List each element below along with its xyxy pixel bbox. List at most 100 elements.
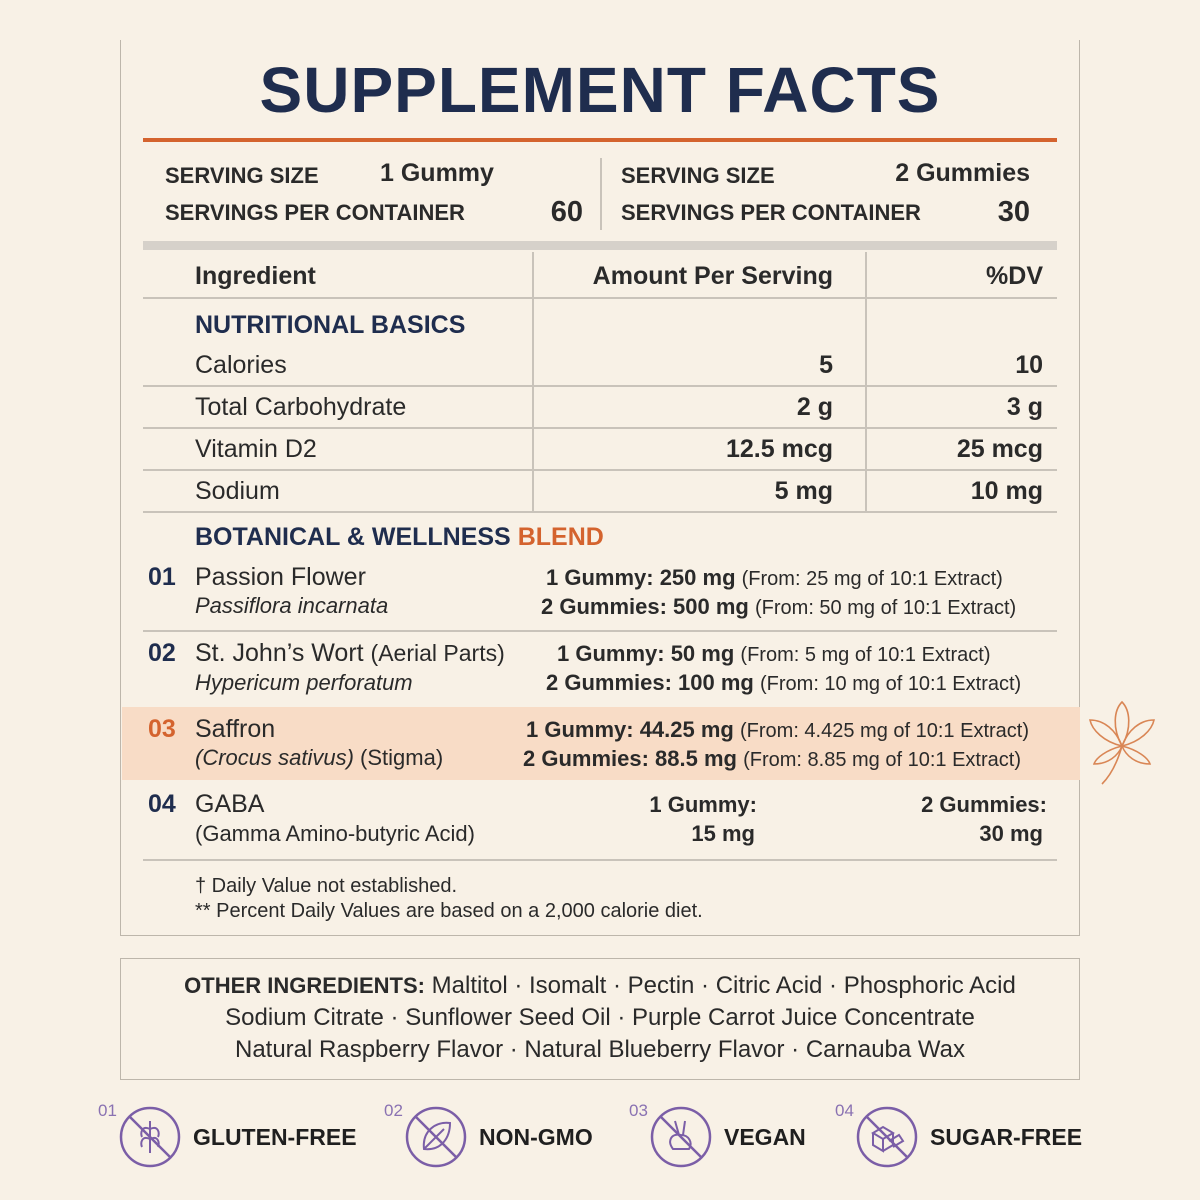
nutrient-name: Calories	[195, 351, 287, 379]
item-name: GABA	[195, 790, 265, 818]
item-name: St. John’s Wort (Aerial Parts)	[195, 638, 505, 668]
badge-icon	[649, 1105, 713, 1169]
icon	[405, 1106, 467, 1168]
item-sub: (Gamma Amino-butyric Acid)	[195, 821, 475, 846]
item-number: 01	[148, 563, 176, 591]
dose-line: 1 Gummy: 250 mg (From: 25 mg of 10:1 Ext…	[546, 563, 1003, 594]
other-line: Natural Raspberry Flavor · Natural Blueb…	[234, 1036, 966, 1063]
row-rule	[143, 511, 1057, 513]
nutrient-amount: 2 g	[796, 393, 833, 421]
nutrient-name: Sodium	[195, 477, 280, 505]
dose: 1 Gummy: 44.25 mg	[526, 717, 734, 742]
heading-accent: BLEND	[517, 523, 604, 551]
dose: 2 Gummies: 100 mg	[546, 670, 754, 695]
serving-size-label: SERVING SIZE	[165, 163, 319, 188]
badge-number: 02	[384, 1101, 403, 1120]
dose: 1 Gummy: 250 mg	[546, 565, 736, 590]
nutrient-amount: 5	[819, 351, 833, 379]
nutrient-amount: 12.5 mcg	[725, 435, 833, 463]
dose: 1 Gummy: 50 mg	[557, 641, 735, 666]
other-line: Sodium Citrate · Sunflower Seed Oil · Pu…	[225, 1004, 975, 1031]
row-rule	[143, 469, 1057, 471]
servings-per-label: SERVINGS PER CONTAINER	[621, 200, 921, 225]
other-line: OTHER INGREDIENTS: Maltitol · Isomalt · …	[120, 971, 1080, 1001]
dv: 2 Gummies:	[921, 792, 1047, 817]
saffron-icon	[1089, 700, 1155, 785]
dose-source: (From: 8.85 mg of 10:1 Extract)	[743, 749, 1021, 771]
nutrient-amount: 5 mg	[774, 477, 833, 505]
icon	[650, 1106, 712, 1168]
row-rule	[143, 859, 1057, 861]
latin-note: (Stigma)	[360, 745, 444, 770]
row-rule	[143, 297, 1057, 299]
serving-size: 2 Gummies	[895, 159, 1030, 187]
highlight-band	[122, 707, 1080, 780]
item-name: Saffron	[195, 715, 276, 743]
dose-source: (From: 10 mg of 10:1 Extract)	[760, 673, 1022, 695]
latin: (Crocus sativus)	[195, 745, 354, 770]
icon	[856, 1106, 918, 1168]
item-name: Passion Flower	[195, 563, 366, 591]
item-number: 03	[148, 715, 176, 743]
footnote: ** Percent Daily Values are based on a 2…	[195, 900, 703, 922]
nutrient-name: Vitamin D2	[195, 435, 317, 463]
nutrient-dv: 3 g	[1006, 393, 1043, 421]
row-rule	[143, 630, 1057, 632]
other-label: OTHER INGREDIENTS:	[184, 973, 425, 998]
title-rule	[143, 138, 1057, 142]
item-number: 04	[148, 790, 176, 818]
name-note: (Aerial Parts)	[370, 640, 505, 666]
servings-per: 30	[997, 196, 1030, 228]
dose: 2 Gummies: 500 mg	[541, 594, 749, 619]
heading-text: BOTANICAL & WELLNESS	[195, 523, 511, 551]
badge-label: GLUTEN-FREE	[193, 1124, 357, 1150]
row-rule	[143, 385, 1057, 387]
other-box	[120, 958, 1080, 1080]
item-latin: Hypericum perforatum	[195, 670, 413, 695]
dose-source: (From: 50 mg of 10:1 Extract)	[755, 597, 1017, 619]
badge-label: SUGAR-FREE	[930, 1124, 1083, 1150]
dose-line: 1 Gummy: 50 mg (From: 5 mg of 10:1 Extra…	[557, 639, 990, 670]
other-text: Maltitol · Isomalt · Pectin · Citric Aci…	[431, 972, 1016, 999]
item-latin: (Crocus sativus) (Stigma)	[195, 743, 443, 773]
item-number: 02	[148, 639, 176, 667]
item-latin: Passiflora incarnata	[195, 593, 389, 618]
row-rule	[143, 427, 1057, 429]
dose-line: 2 Gummies: 100 mg (From: 10 mg of 10:1 E…	[546, 668, 1021, 699]
icon	[119, 1106, 181, 1168]
header-ingredient: Ingredient	[195, 262, 316, 290]
serving-size-label: SERVING SIZE	[621, 163, 775, 188]
servings-per-label: SERVINGS PER CONTAINER	[165, 200, 465, 225]
serving-size: 1 Gummy	[380, 159, 494, 187]
dose-source: (From: 25 mg of 10:1 Extract)	[741, 568, 1003, 590]
badge-label: NON-GMO	[479, 1124, 593, 1150]
badge-number: 03	[629, 1101, 648, 1120]
title: SUPPLEMENT FACTS	[259, 54, 941, 126]
dose-line: 2 Gummies: 500 mg (From: 50 mg of 10:1 E…	[541, 592, 1016, 623]
badge-number: 04	[835, 1101, 854, 1120]
dv: 30 mg	[979, 821, 1043, 846]
badge-icon	[404, 1105, 468, 1169]
col-divider	[865, 252, 867, 512]
dose: 2 Gummies: 88.5 mg	[523, 746, 737, 771]
dose-line: 2 Gummies: 88.5 mg (From: 8.85 mg of 10:…	[523, 744, 1021, 775]
nutrient-dv: 10 mg	[970, 477, 1043, 505]
col-divider	[532, 252, 534, 512]
serving-divider	[600, 158, 602, 230]
facts-box	[120, 40, 1080, 936]
dose-source: (From: 4.425 mg of 10:1 Extract)	[740, 720, 1029, 742]
header-amount: Amount Per Serving	[592, 262, 833, 290]
amount: 15 mg	[691, 821, 755, 846]
nutrient-dv: 10	[1015, 351, 1043, 379]
amount: 1 Gummy:	[649, 792, 757, 817]
badge-icon	[118, 1105, 182, 1169]
nutrient-name: Total Carbohydrate	[195, 393, 407, 421]
serving-bar	[143, 241, 1057, 250]
dose-source: (From: 5 mg of 10:1 Extract)	[740, 644, 991, 666]
name: St. John’s Wort	[195, 639, 364, 667]
badge-label: VEGAN	[724, 1124, 806, 1150]
servings-per: 60	[550, 196, 583, 228]
footnote: † Daily Value not established.	[195, 875, 458, 897]
section-heading: NUTRITIONAL BASICS	[195, 311, 466, 339]
